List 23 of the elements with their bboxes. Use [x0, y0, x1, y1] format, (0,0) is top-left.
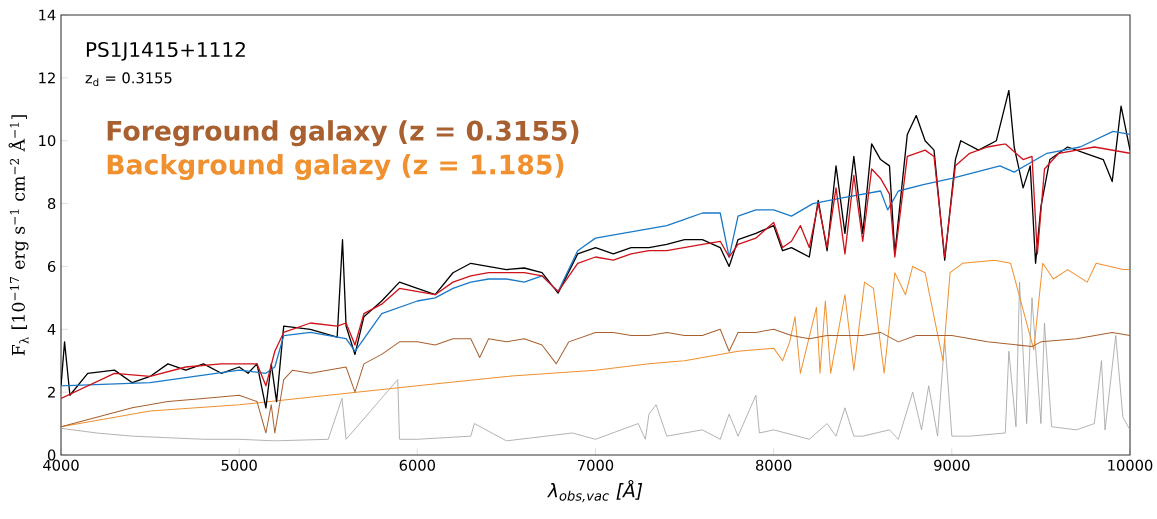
x-tick-label: 4000 [43, 459, 79, 471]
y-tick-label: 0 [47, 449, 56, 461]
x-tick-label: 10000 [1108, 459, 1153, 471]
text: z$_{d}$ = 0.3155 [85, 72, 172, 87]
y-tick-label: 6 [47, 260, 56, 272]
y-tick-label: 4 [47, 323, 56, 335]
text: Background galazy (z = 1.185) [107, 154, 564, 181]
y-tick-label: 2 [48, 386, 55, 398]
x-tick-label: 8000 [756, 459, 792, 471]
y-tick-label: 8 [47, 198, 56, 210]
y-tick-label: 14 [39, 9, 56, 21]
x-tick-label: 6000 [399, 459, 435, 471]
x-tick-label: 5000 [221, 459, 257, 471]
text: F$_{λ}$ [10$^{−17}$ erg s$^{−1}$ cm$^{−2}$ Å$^{−1}$] [8, 115, 29, 356]
text: PS1J1415+1112 [86, 41, 245, 61]
y-tick-label: 10 [39, 135, 56, 147]
line-series [61, 259, 1130, 428]
x-axis-title: λ$_{obs,vac}$ [Å] [547, 479, 643, 503]
text: Foreground galaxy (z = 0.3155) [107, 120, 579, 147]
x-tick-label: 7000 [578, 459, 614, 471]
line-series [61, 281, 1130, 442]
y-tick-label: 12 [39, 72, 55, 84]
x-tick-label: 9000 [934, 459, 970, 471]
